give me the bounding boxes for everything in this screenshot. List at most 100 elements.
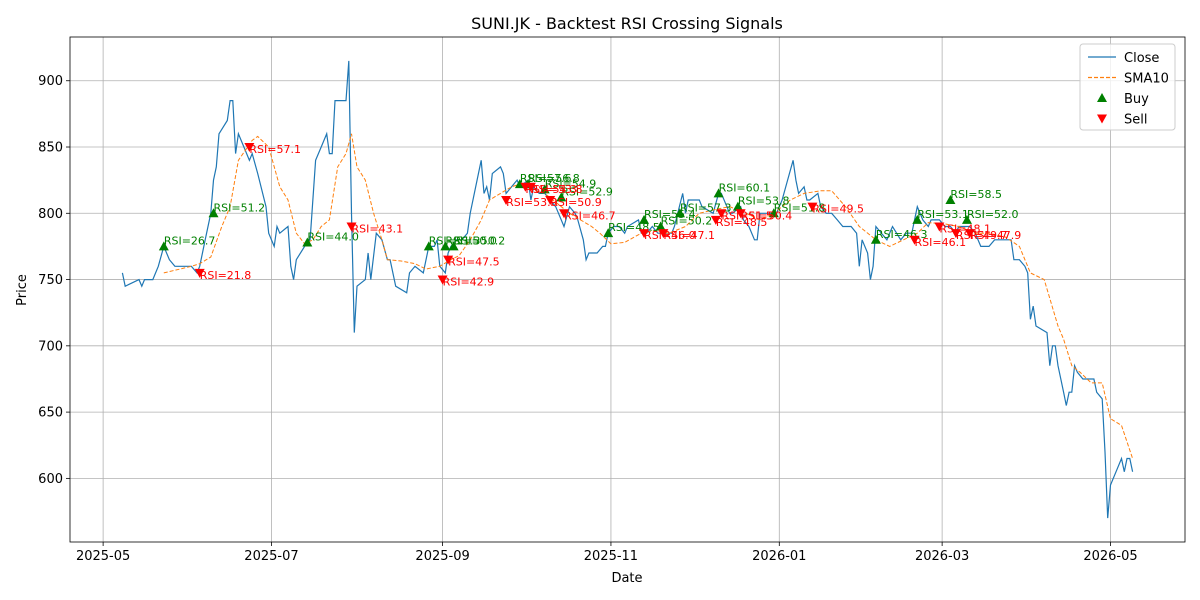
sell-marker bbox=[909, 235, 920, 245]
buy-marker bbox=[556, 192, 567, 202]
y-tick-label: 850 bbox=[38, 141, 63, 156]
buy-marker bbox=[639, 214, 650, 224]
buy-marker bbox=[732, 201, 743, 211]
legend-swatch bbox=[1097, 114, 1107, 124]
line-sma10 bbox=[163, 133, 1134, 459]
signal-label: RSI=54.9 bbox=[545, 177, 597, 190]
signal-label: RSI=46.0 bbox=[644, 229, 696, 242]
buy-marker bbox=[603, 228, 614, 238]
sell-marker bbox=[964, 229, 975, 239]
plot-frame bbox=[69, 36, 1186, 543]
legend-swatch bbox=[1097, 93, 1107, 102]
y-tick-label: 700 bbox=[38, 339, 63, 354]
legend-label: SMA10 bbox=[1124, 72, 1169, 87]
buy-marker bbox=[674, 208, 685, 218]
signal-label: RSI=50.2 bbox=[454, 234, 506, 247]
sell-marker bbox=[934, 222, 945, 232]
signal-label: RSI=47.9 bbox=[970, 229, 1022, 242]
sell-marker bbox=[710, 215, 721, 225]
legend-label: Buy bbox=[1124, 92, 1149, 107]
y-axis-label: Price bbox=[15, 274, 30, 306]
signal-label: RSI=51.5 bbox=[721, 209, 773, 222]
signal-label: RSI=57.1 bbox=[249, 143, 301, 156]
signal-label: RSI=49.5 bbox=[812, 203, 864, 216]
signal-label: RSI=53.1 bbox=[917, 208, 969, 221]
signal-label: RSI=60.1 bbox=[719, 181, 771, 194]
sell-marker bbox=[658, 229, 669, 239]
x-tick-label: 2025-09 bbox=[415, 549, 469, 564]
signal-label: RSI=53.8 bbox=[531, 183, 583, 196]
signal-label: RSI=54.3 bbox=[525, 183, 577, 196]
y-tick-label: 750 bbox=[38, 273, 63, 288]
signal-label: RSI=47.1 bbox=[663, 229, 715, 242]
plot-area: 600 650 700 750 800 850 900 2025-05 2025-07 2025-… bbox=[38, 36, 1186, 564]
x-tick-label: 2026-05 bbox=[1083, 549, 1137, 564]
buy-marker bbox=[870, 234, 881, 244]
legend-label: Close bbox=[1124, 51, 1159, 66]
x-tick-label: 2026-03 bbox=[915, 549, 969, 564]
y-tick-label: 650 bbox=[38, 406, 63, 421]
signal-label: RSI=57.6 bbox=[520, 172, 572, 185]
legend-box bbox=[1079, 43, 1176, 131]
buy-marker bbox=[448, 241, 459, 251]
sell-marker bbox=[443, 255, 454, 265]
signal-label: RSI=50.4 bbox=[741, 209, 793, 222]
signal-label: RSI=50.2 bbox=[661, 215, 713, 228]
x-tick-label: 2025-07 bbox=[244, 549, 298, 564]
sell-marker bbox=[735, 209, 746, 219]
buy-marker bbox=[961, 214, 972, 224]
sell-marker bbox=[807, 202, 818, 212]
buy-marker bbox=[655, 221, 666, 231]
line-close bbox=[121, 60, 1134, 519]
sell-marker bbox=[639, 229, 650, 239]
sell-marker bbox=[950, 229, 961, 239]
signal-label: RSI=58.5 bbox=[950, 188, 1002, 201]
buy-marker bbox=[158, 241, 169, 251]
y-tick-label: 600 bbox=[38, 472, 63, 487]
y-tick-label: 800 bbox=[38, 207, 63, 222]
buy-marker bbox=[302, 237, 313, 247]
signal-label: RSI=50.9 bbox=[550, 196, 602, 209]
signal-label: RSI=21.8 bbox=[200, 269, 252, 282]
signal-label: RSI=52.0 bbox=[967, 208, 1019, 221]
x-tick-label: 2026-01 bbox=[752, 549, 806, 564]
signal-label: RSI=42.9 bbox=[443, 276, 495, 289]
x-axis-label: Date bbox=[611, 571, 642, 586]
x-tick-label: 2025-05 bbox=[76, 549, 130, 564]
buy-marker bbox=[945, 195, 956, 205]
signal-label: RSI=47.5 bbox=[448, 256, 500, 269]
x-tick-label: 2025-11 bbox=[584, 549, 638, 564]
signal-label: RSI=52.9 bbox=[561, 185, 613, 198]
buy-marker bbox=[208, 208, 219, 218]
buy-marker bbox=[713, 188, 724, 198]
signal-label: RSI=46.1 bbox=[915, 236, 967, 249]
sell-marker bbox=[559, 209, 570, 219]
sell-marker bbox=[346, 222, 357, 232]
signal-label: RSI=55.4 bbox=[644, 208, 696, 221]
sell-marker bbox=[525, 182, 536, 192]
y-tick-label: 900 bbox=[38, 74, 63, 89]
sell-marker bbox=[244, 143, 255, 153]
sell-marker bbox=[437, 275, 448, 285]
buy-marker bbox=[768, 208, 779, 218]
signal-label: RSI=51.3 bbox=[429, 234, 481, 247]
chart-title: SUNI.JK - Backtest RSI Crossing Signals bbox=[471, 14, 783, 33]
sell-marker bbox=[545, 196, 556, 206]
signal-label: RSI=56.8 bbox=[528, 172, 580, 185]
buy-marker bbox=[912, 214, 923, 224]
signal-label: RSI=53.0 bbox=[506, 196, 558, 209]
buy-marker bbox=[539, 184, 550, 194]
signal-label: RSI=50.0 bbox=[445, 234, 497, 247]
buy-marker bbox=[440, 241, 451, 251]
signal-label: RSI=53.8 bbox=[738, 195, 790, 208]
signal-label: RSI=46.7 bbox=[564, 209, 616, 222]
signal-label: RSI=44.0 bbox=[307, 230, 359, 243]
sell-marker bbox=[501, 196, 512, 206]
sell-marker bbox=[194, 268, 205, 278]
signal-label: RSI=43.1 bbox=[352, 223, 404, 236]
signal-label: RSI=26.7 bbox=[164, 234, 216, 247]
buy-marker bbox=[423, 241, 434, 251]
legend: Close SMA10 Buy Sell bbox=[1079, 43, 1176, 131]
signal-label: RSI=51.2 bbox=[214, 201, 266, 214]
